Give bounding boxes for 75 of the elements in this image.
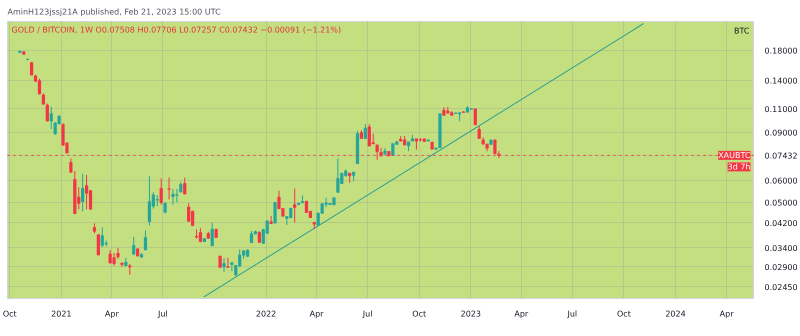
candlestick: [214, 228, 218, 238]
annotation: 3d 7h: [728, 162, 751, 172]
y-tick-label: 0.14000: [764, 76, 798, 86]
x-tick-label: Jul: [362, 310, 372, 318]
x-tick-label: 2023: [460, 310, 481, 318]
candlestick: [391, 142, 394, 156]
candlestick: [112, 252, 116, 266]
candlestick: [46, 103, 49, 122]
x-tick-label: Oct: [617, 310, 631, 318]
candlestick: [128, 264, 132, 276]
y-tick-label: 0.18000: [764, 46, 798, 56]
candlestick: [218, 255, 222, 269]
text: GOLD / BITCOIN, 1W O0.07508 H0.07706 L0.07257 C0.07432 −0.00091 (−1.21%): [12, 26, 342, 34]
candlestick: [348, 172, 352, 184]
y-tick-label: 0.07432: [764, 151, 798, 160]
candlestick: [160, 178, 163, 206]
candlestick: [163, 202, 167, 214]
x-tick-label: Jul: [566, 310, 578, 318]
candlestick: [38, 78, 42, 96]
candlestick: [100, 226, 104, 248]
y-tick-label: 0.02900: [764, 262, 798, 272]
x-tick-label: Jul: [157, 310, 168, 318]
candlestick: [96, 233, 100, 256]
candlestick: [402, 136, 406, 146]
x-tick-label: 2022: [256, 310, 276, 318]
y-tick-label: 0.03400: [764, 244, 798, 253]
y-tick-label: 0.04200: [764, 218, 798, 228]
candlestick: [222, 258, 226, 272]
candlestick: [190, 210, 194, 227]
candlestick: [474, 108, 477, 126]
x-tick-label: Apr: [104, 310, 120, 318]
candlestick: [156, 194, 159, 207]
x-tick-label: Apr: [310, 310, 324, 318]
candlestick: [108, 250, 112, 264]
ref-line-label: XAUBTC: [718, 150, 751, 160]
candlestick: [30, 62, 34, 76]
candlestick: [187, 202, 190, 222]
candlestick: [336, 158, 340, 194]
candlestick: [116, 247, 120, 260]
x-tick-label: Apr: [720, 310, 734, 318]
y-tick-label: 0.06000: [764, 176, 798, 186]
y-tick-label: 0.09000: [764, 128, 798, 138]
x-tick-label: Apr: [514, 310, 529, 318]
candlestick: [368, 124, 371, 147]
candlestick: [183, 177, 186, 195]
candlestick: [81, 173, 84, 212]
candlestick: [198, 228, 202, 243]
x-tick-label: 2024: [665, 310, 686, 318]
candlestick: [258, 230, 261, 244]
candlestick: [250, 230, 254, 244]
candlestick: [144, 230, 148, 251]
candlestick: [406, 141, 410, 152]
x-tick-label: Oct: [2, 310, 17, 318]
x-tick-label: 2021: [51, 310, 72, 318]
y-tick-label: 0.05000: [764, 198, 798, 208]
candlestick: [210, 222, 214, 247]
candlestick: [171, 188, 175, 206]
candlestick: [352, 171, 356, 182]
candlestick: [364, 123, 367, 140]
y-tick-label: 0.02450: [764, 282, 798, 292]
y-axis-title: BTC: [734, 26, 750, 36]
candlestick: [414, 138, 418, 150]
candlestick: [132, 236, 136, 256]
candlestick: [175, 188, 179, 203]
x-tick-label: Oct: [412, 310, 426, 318]
y-tick-label: 0.11000: [764, 104, 798, 114]
candlestick: [194, 228, 198, 240]
candlestick: [92, 222, 96, 234]
candlestick: [88, 189, 92, 210]
chart-title: AminH123jssj21A published, Feb 21, 2023 15:00 UTC: [8, 8, 222, 16]
candlestick: [84, 174, 88, 210]
candlestick: [293, 188, 296, 223]
candlestick: [148, 176, 152, 226]
candlestick: [69, 158, 73, 174]
candlestick: [167, 176, 171, 200]
